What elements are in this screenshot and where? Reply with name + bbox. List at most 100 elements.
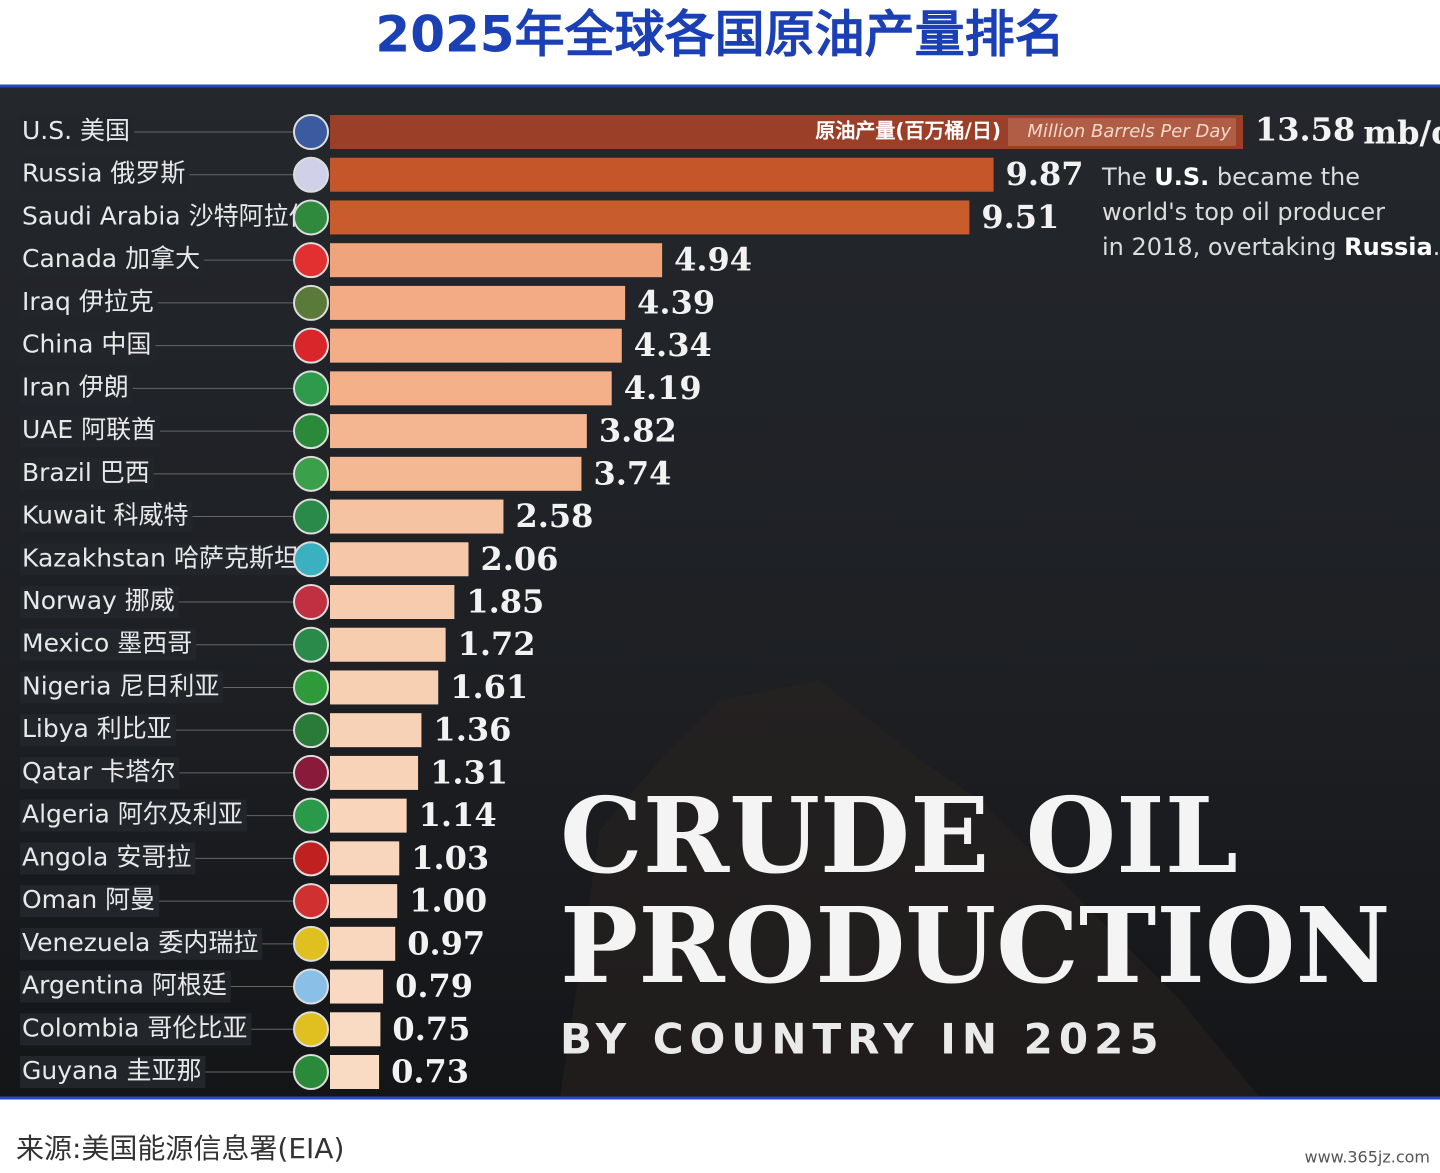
annotation: world's top oil producer [1102,198,1385,226]
category-label: U.S. 美国 [22,116,130,145]
category-label: Colombia 哥伦比亚 [22,1013,247,1042]
value-label: 9.51 [981,198,1059,236]
flag [293,327,329,364]
watermark: www.365jz.com [1304,1148,1430,1167]
flag [293,199,329,236]
label-bg [20,158,190,191]
value-label: 4.34 [634,326,712,364]
value-label: 1.00 [409,882,487,920]
bar [330,414,587,449]
category-label: China 中国 [22,330,151,359]
label-bg [20,799,247,832]
label-bg [20,1056,206,1088]
category-label: Iran 伊朗 [22,372,129,401]
flag [293,1054,329,1090]
bar [330,755,419,790]
bar-label-en: Million Barrels Per Day [1027,121,1231,142]
category-label: Mexico 墨西哥 [22,629,192,658]
bar [330,285,626,320]
bar [330,798,407,833]
value-label: 3.82 [599,412,677,450]
category-label: Russia 俄罗斯 [22,159,185,188]
flag [293,840,329,877]
label-bg [20,116,135,148]
value-label: 4.19 [624,369,702,407]
category-label: Canada 加拿大 [22,244,200,273]
value-label: 2.06 [480,540,558,578]
category-label: Iraq 伊拉克 [22,287,154,316]
bar [330,1012,381,1047]
value-label: 13.58 [1255,111,1355,149]
category-label: Guyana 圭亚那 [22,1056,201,1085]
headline: PRODUCTION [560,884,1391,1007]
category-label: UAE 阿联酋 [22,415,156,444]
category-label: Kazakhstan 哈萨克斯坦 [22,543,299,572]
flag [293,584,329,620]
category-label: Nigeria 尼日利亚 [22,671,219,700]
flag [293,754,329,791]
flag [293,669,329,706]
flag [293,626,329,663]
category-label: Saudi Arabia 沙特阿拉伯 [22,201,314,230]
label-bg [20,201,318,234]
value-label: 1.14 [419,796,497,834]
value-label: 2.58 [515,497,593,535]
value-label: 9.87 [1006,155,1084,193]
label-bg [20,415,161,448]
label-bg [20,1013,252,1046]
flag [293,156,329,193]
source: 来源:美国能源信息署(EIA) [16,1132,344,1165]
flag [293,883,329,920]
value-label: 1.85 [466,583,544,621]
headline: CRUDE OIL [560,774,1238,897]
category-label: Argentina 阿根廷 [22,971,227,1000]
bar [330,841,400,876]
flag [293,284,329,321]
flag [293,968,329,1005]
label-bg [20,885,160,918]
flag [293,242,329,279]
category-label: Venezuela 委内瑞拉 [22,928,258,957]
label-bg [20,244,205,277]
value-label: 1.03 [411,839,489,877]
label-bg [20,671,224,704]
bar [330,926,396,961]
ann-part: The [1101,163,1154,191]
label-bg [20,286,158,319]
value-label: 3.74 [593,454,671,492]
value-label: 4.39 [637,283,715,321]
unit: mb/d [1363,114,1440,152]
flag [293,114,329,150]
label-bg [20,457,154,490]
flag [293,712,329,749]
ann-part: . [1433,233,1440,261]
annotation: in 2018, overtaking Russia. [1102,233,1440,261]
category-label: Qatar 卡塔尔 [22,757,175,786]
bar [330,585,455,619]
category-label: Libya 利比亚 [22,714,172,743]
bar [330,200,970,235]
label-bg [20,970,231,1003]
label-bg [20,543,303,576]
bar [330,542,469,577]
mountain [560,680,1260,1098]
value-label: 0.75 [392,1010,470,1048]
flag [293,498,329,535]
value-label: 1.31 [430,753,508,791]
value-label: 1.36 [433,711,511,749]
flag [293,1011,329,1048]
label-bg [20,628,197,661]
flag [293,455,329,492]
ann-part: Russia [1344,233,1433,261]
flag [293,797,329,834]
bar [330,157,994,192]
label-bg [20,756,180,789]
bar [330,243,663,278]
flag [293,541,329,578]
ann-part: in 2018, overtaking [1102,233,1344,261]
ann-part: became the [1209,163,1360,191]
ann-part: U.S. [1154,163,1209,191]
subheadline: BY COUNTRY IN 2025 [560,1015,1165,1064]
